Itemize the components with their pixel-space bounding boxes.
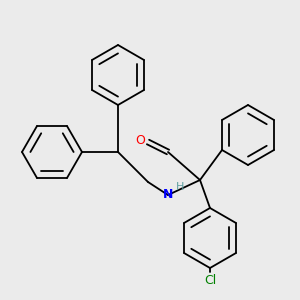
Text: O: O	[135, 134, 145, 146]
Text: H: H	[176, 182, 184, 192]
Text: N: N	[163, 188, 173, 202]
Text: Cl: Cl	[204, 274, 216, 286]
